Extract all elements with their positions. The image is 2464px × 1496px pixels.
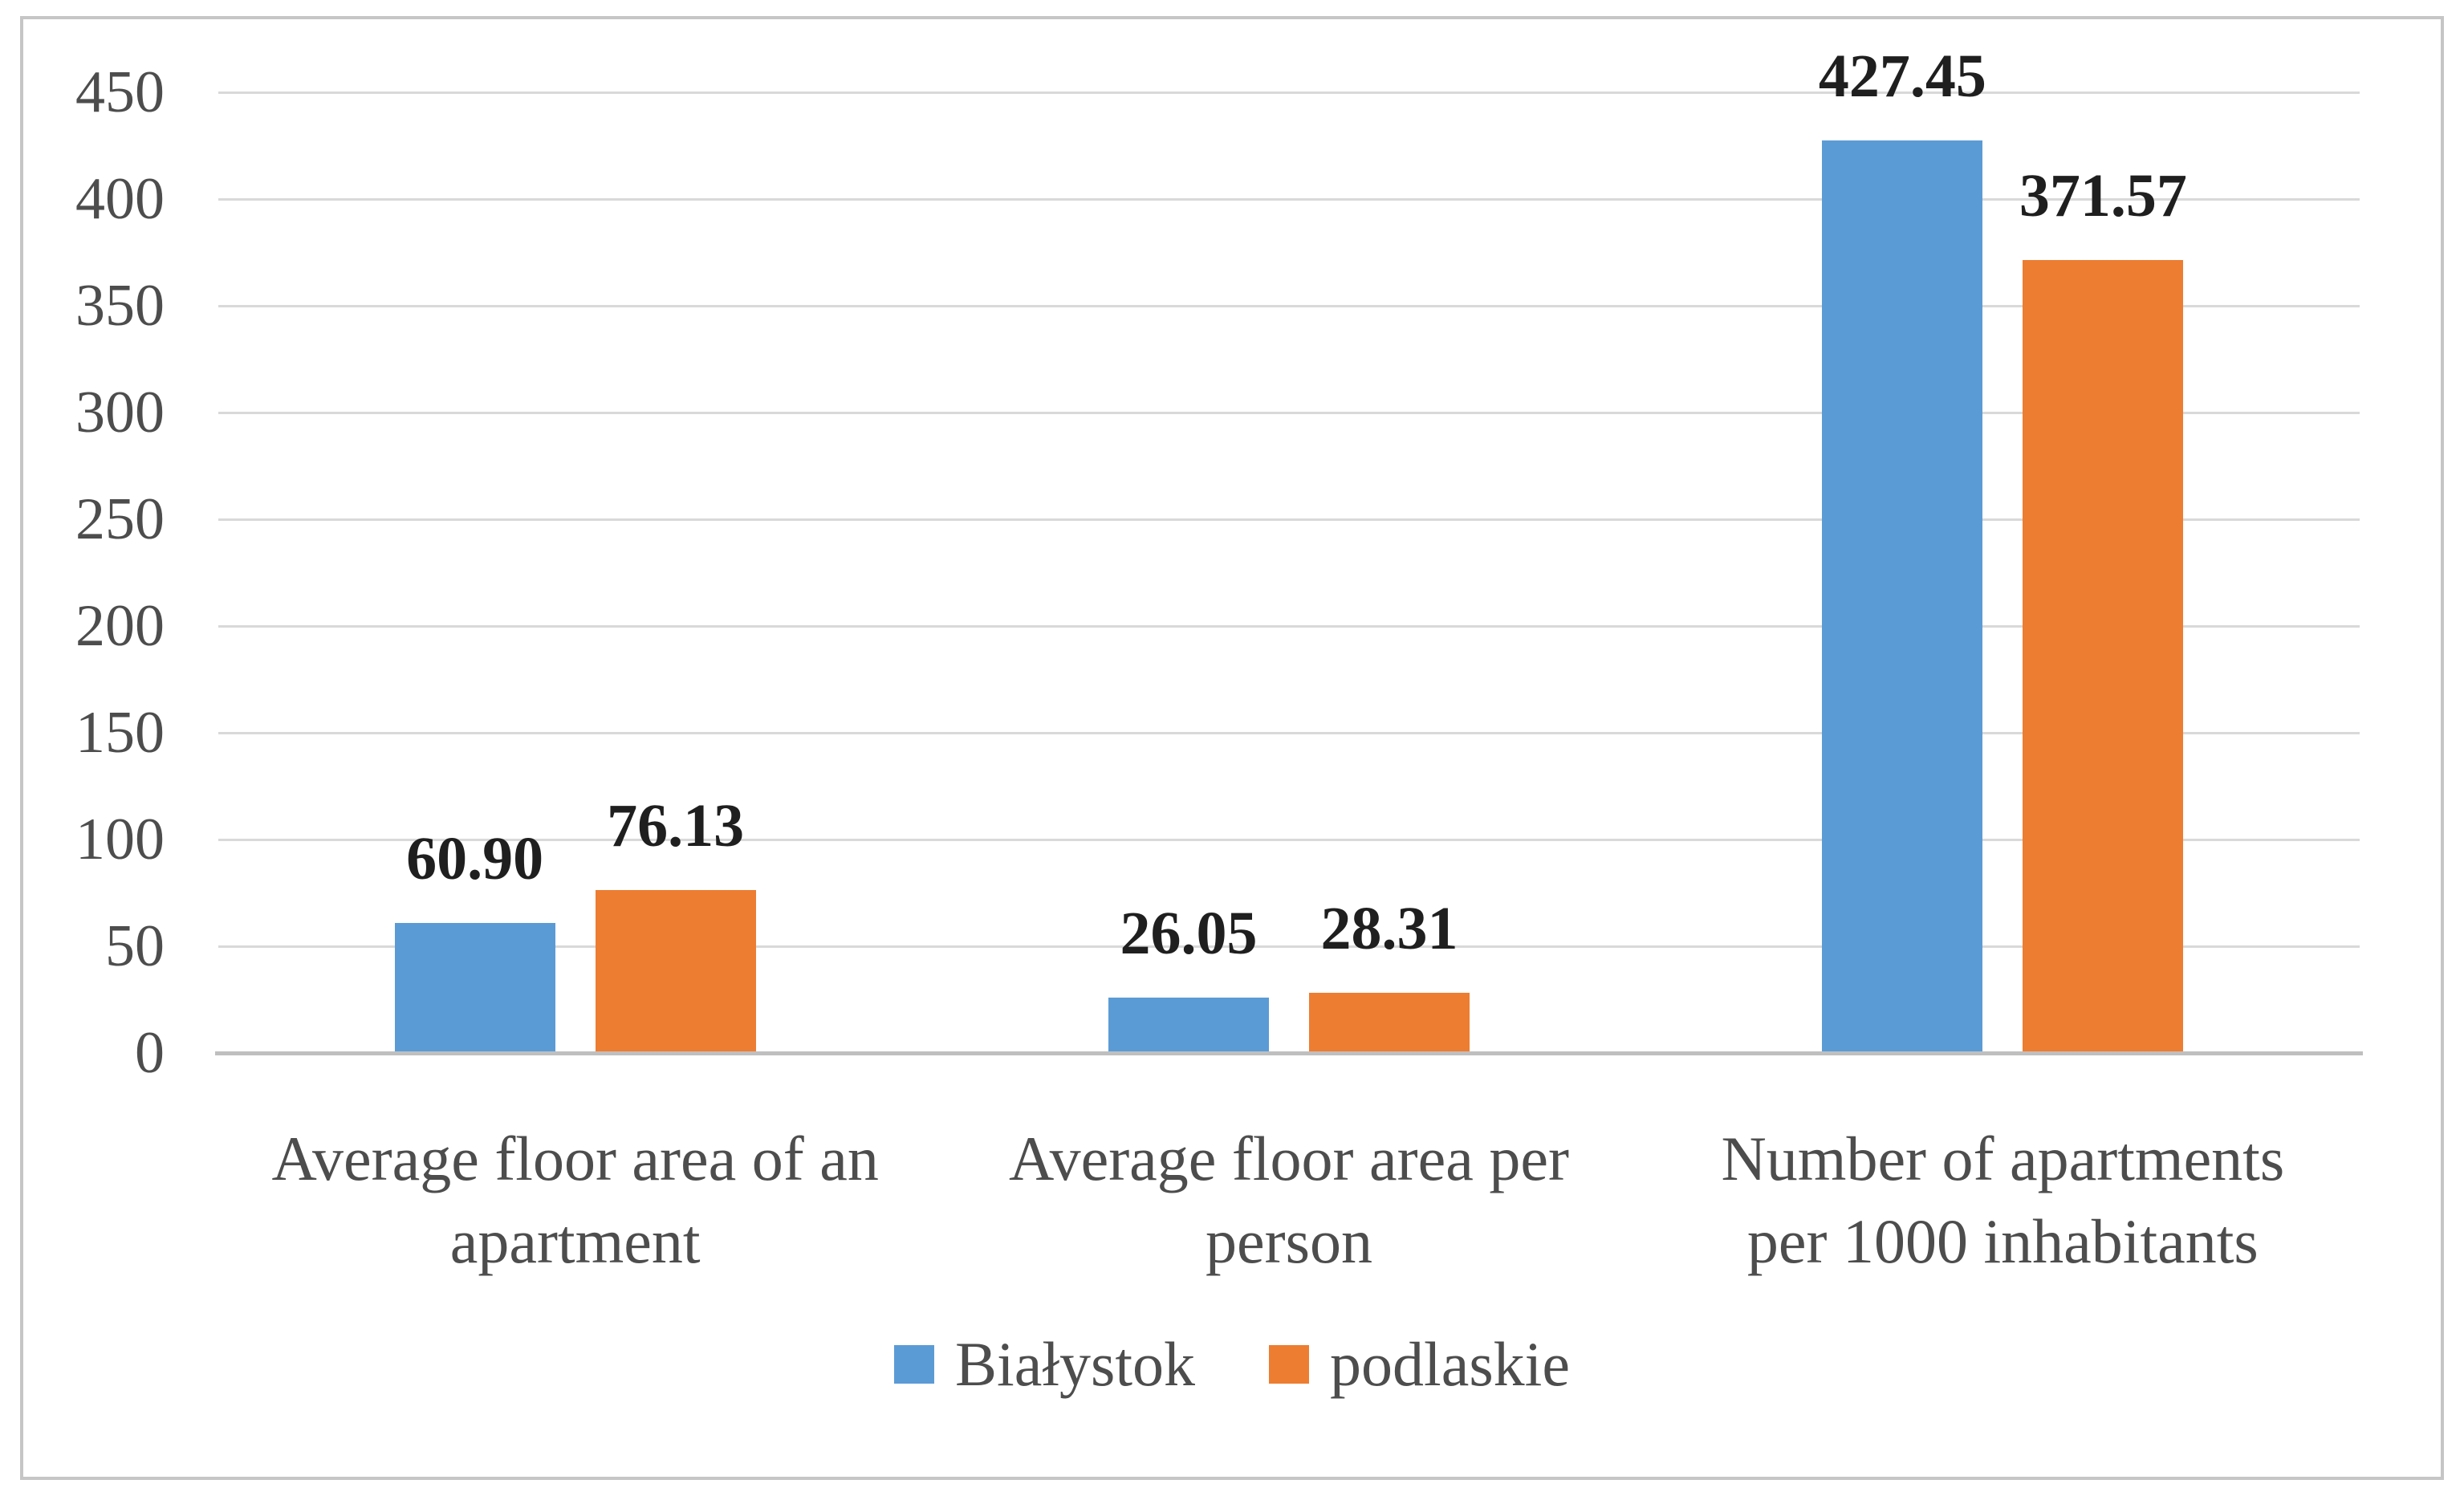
gridline xyxy=(218,198,2360,201)
bar-series1-cat3 xyxy=(1822,140,1983,1051)
y-axis-tick-label: 350 xyxy=(75,273,165,339)
y-axis-tick-label: 100 xyxy=(75,807,165,872)
category-axis-label: Number of apartments per 1000 inhabitants xyxy=(1649,1117,2356,1283)
gridline xyxy=(218,412,2360,414)
category-axis-label-line: Average floor area per xyxy=(1009,1124,1569,1193)
y-axis-tick-label: 300 xyxy=(75,380,165,445)
bar-series2-cat2 xyxy=(1309,992,1470,1051)
y-axis-tick-label: 0 xyxy=(135,1020,165,1086)
legend: Białystok podlaskie xyxy=(0,1326,2464,1403)
y-axis-tick-label: 200 xyxy=(75,593,165,659)
bar-series2-cat3 xyxy=(2023,259,2184,1051)
y-axis-tick-label: 50 xyxy=(105,913,165,979)
legend-label: podlaskie xyxy=(1330,1329,1570,1399)
bar-series1-cat1 xyxy=(394,923,555,1051)
category-axis-label: Average floor area of an apartment xyxy=(222,1117,929,1283)
legend-swatch-icon xyxy=(1269,1345,1310,1384)
gridline xyxy=(218,945,2360,948)
data-label: 60.90 xyxy=(406,825,544,892)
category-axis-label-line: apartment xyxy=(449,1206,701,1276)
category-axis-label-line: per 1000 inhabitants xyxy=(1746,1206,2259,1276)
legend-item-bialystok: Białystok xyxy=(894,1328,1195,1400)
category-axis-label-line: Number of apartments xyxy=(1721,1124,2285,1193)
legend-item-podlaskie: podlaskie xyxy=(1269,1328,1570,1400)
gridline xyxy=(218,625,2360,628)
y-axis-tick-label: 150 xyxy=(75,700,165,766)
category-axis-label-line: person xyxy=(1206,1206,1372,1276)
category-axis-label-line: Average floor area of an xyxy=(271,1124,879,1193)
bar-series1-cat2 xyxy=(1108,997,1269,1051)
gridline xyxy=(218,91,2360,94)
gridline xyxy=(218,518,2360,521)
gridline xyxy=(218,732,2360,734)
gridline xyxy=(218,839,2360,841)
category-axis-label: Average floor area per person xyxy=(936,1117,1642,1283)
bar-series2-cat1 xyxy=(595,890,756,1051)
data-label: 28.31 xyxy=(1320,894,1458,962)
y-axis-tick-label: 250 xyxy=(75,486,165,552)
gridline xyxy=(218,305,2360,307)
data-label: 371.57 xyxy=(2019,161,2187,230)
data-label: 26.05 xyxy=(1120,899,1258,967)
data-label: 427.45 xyxy=(1818,42,1986,110)
data-label: 76.13 xyxy=(607,792,745,860)
legend-label: Białystok xyxy=(955,1329,1196,1399)
x-axis-line xyxy=(215,1051,2363,1055)
legend-swatch-icon xyxy=(894,1345,935,1384)
y-axis-tick-label: 400 xyxy=(75,166,165,232)
y-axis-tick-label: 450 xyxy=(75,59,165,125)
